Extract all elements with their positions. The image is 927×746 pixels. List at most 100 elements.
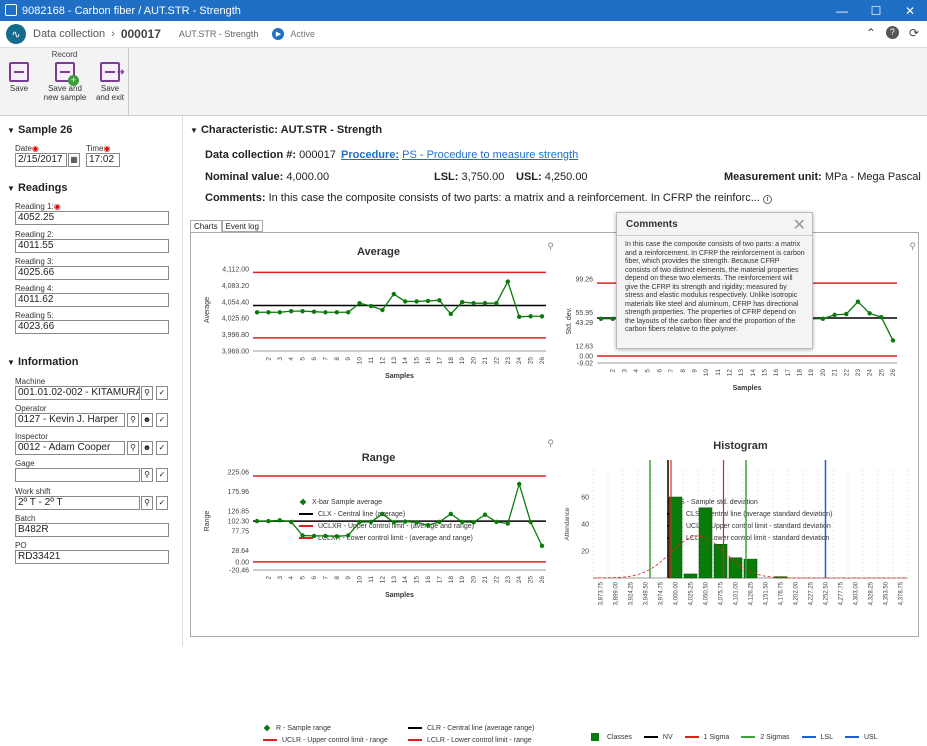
reading-4-label: Reading 4:: [15, 284, 54, 293]
x-tick-label: 10: [357, 357, 364, 365]
x-tick-label: 20: [471, 576, 478, 584]
user-icon[interactable]: ☻: [141, 441, 153, 455]
y-tick-label: 4,083.20: [222, 283, 249, 290]
procedure-label[interactable]: Procedure:: [341, 149, 400, 161]
sample-section-title[interactable]: ▼ Sample 26: [7, 124, 73, 136]
time-input[interactable]: 17:02: [86, 153, 120, 167]
zoom-icon[interactable]: ⚲: [909, 241, 916, 251]
x-tick-label: 4,176.75: [779, 581, 785, 605]
x-axis-title: Samples: [733, 385, 762, 392]
po-input[interactable]: RD33421: [15, 550, 169, 564]
machine-label: Machine: [15, 377, 46, 386]
search-icon[interactable]: ⚲: [141, 496, 153, 510]
data-point: [879, 315, 884, 320]
machine-input[interactable]: 001.01.02-002 - KITAMURA H: [15, 386, 140, 400]
required-icon: ◉: [31, 144, 39, 153]
reading-3-input[interactable]: 4025.66: [15, 266, 169, 280]
breadcrumb-app[interactable]: Data collection: [33, 28, 106, 40]
x-tick-label: 4,050.50: [704, 581, 710, 605]
data-point: [403, 299, 408, 304]
data-point: [448, 511, 453, 517]
triangle-down-icon: ▼: [7, 126, 15, 135]
x-tick-label: 2: [610, 369, 617, 373]
search-icon[interactable]: ⚲: [141, 468, 153, 482]
unit-field: Measurement unit: MPa - Mega Pascal: [724, 171, 921, 183]
pick-icon[interactable]: ✓: [156, 413, 168, 427]
data-point: [598, 316, 604, 321]
save-new-sample-button[interactable]: + Save and new sample: [42, 62, 88, 102]
data-point: [855, 299, 861, 304]
app-window-icon: [5, 4, 17, 16]
pick-icon[interactable]: ✓: [156, 386, 168, 400]
chart-tabs: Charts Event log: [190, 220, 263, 232]
information-section-title[interactable]: ▼ Information: [7, 356, 79, 368]
close-icon[interactable]: ✕: [792, 217, 806, 234]
series-line: [257, 279, 542, 318]
x-tick-label: 18: [797, 369, 804, 377]
reading-4-input[interactable]: 4011.62: [15, 293, 169, 307]
collapse-up-icon[interactable]: ⌃: [865, 26, 876, 40]
reading-2-input[interactable]: 4011.55: [15, 239, 169, 253]
data-point: [528, 519, 533, 525]
save-and-exit-button[interactable]: ➜ Save and exit: [95, 62, 125, 102]
work-shift-input[interactable]: 2º T - 2º T: [15, 496, 140, 510]
comments-field: Comments: In this case the composite con…: [205, 192, 772, 204]
data-point: [380, 511, 385, 517]
comments-popup: Comments ✕ In this case the composite co…: [616, 212, 813, 349]
x-tick-label: 12: [726, 369, 733, 377]
data-point: [471, 520, 476, 525]
data-point: [425, 298, 431, 304]
operator-input[interactable]: 0127 - Kevin J. Harper: [15, 413, 125, 427]
save-button[interactable]: Save: [6, 62, 32, 93]
procedure-link[interactable]: PS - Procedure to measure strength: [402, 149, 579, 161]
info-icon[interactable]: i: [762, 195, 772, 204]
legend-line: [844, 736, 859, 738]
y-tick-label: 12.63: [575, 344, 593, 351]
data-point: [482, 512, 488, 517]
pick-icon[interactable]: ✓: [156, 441, 168, 455]
data-point: [517, 314, 522, 320]
readings-section-title[interactable]: ▼ Readings: [7, 182, 68, 194]
batch-input[interactable]: B482R: [15, 523, 169, 537]
pick-icon[interactable]: ✓: [156, 468, 168, 482]
x-tick-label: 20: [820, 369, 827, 377]
user-icon[interactable]: ☻: [141, 413, 153, 427]
refresh-icon[interactable]: ⟳: [908, 26, 919, 40]
search-icon[interactable]: ⚲: [127, 441, 139, 455]
reading-1-input[interactable]: 4052.25: [15, 211, 169, 225]
data-point: [266, 310, 271, 315]
x-tick-label: 8: [680, 369, 687, 373]
help-icon[interactable]: ?: [885, 26, 899, 39]
x-tick-label: 3: [277, 357, 284, 361]
y-tick-label: 3,996.80: [222, 332, 249, 339]
x-tick-label: 3,899.00: [614, 581, 620, 605]
data-point: [437, 298, 442, 303]
required-icon: ◉: [103, 144, 111, 153]
pick-icon[interactable]: ✓: [156, 496, 168, 510]
data-point: [494, 519, 499, 525]
data-point: [311, 533, 317, 539]
search-icon[interactable]: ⚲: [141, 386, 153, 400]
breadcrumb-record-id: 000017: [120, 27, 161, 41]
minimize-button[interactable]: —: [836, 3, 848, 18]
data-point: [425, 522, 431, 528]
gage-input[interactable]: [15, 468, 140, 482]
date-label: Date◉: [15, 144, 39, 153]
average-chart-svg: 4,112.00 4,083.20 4,054.40 4,025.60 3,996.80…: [204, 267, 546, 380]
procedure-field: Procedure: PS - Procedure to measure str…: [341, 149, 578, 161]
ribbon-toolbar: Record Save + Save and new sample ➜ Save…: [0, 48, 927, 116]
characteristic-title[interactable]: ▼ Characteristic: AUT.STR - Strength: [190, 124, 383, 136]
tab-event-log[interactable]: Event log: [221, 220, 263, 232]
triangle-down-icon: ▼: [190, 126, 198, 135]
maximize-button[interactable]: ☐: [870, 3, 882, 18]
inspector-input[interactable]: 0012 - Adam Cooper: [15, 441, 125, 455]
date-input[interactable]: 2/15/2017: [15, 153, 67, 167]
calendar-icon[interactable]: ▦: [68, 153, 80, 167]
tab-charts[interactable]: Charts: [190, 220, 222, 232]
reading-5-input[interactable]: 4023.66: [15, 320, 169, 334]
data-point: [460, 299, 465, 305]
zoom-icon[interactable]: ⚲: [547, 438, 554, 448]
zoom-icon[interactable]: ⚲: [547, 241, 554, 251]
search-icon[interactable]: ⚲: [127, 413, 139, 427]
close-window-button[interactable]: ✕: [904, 3, 916, 18]
